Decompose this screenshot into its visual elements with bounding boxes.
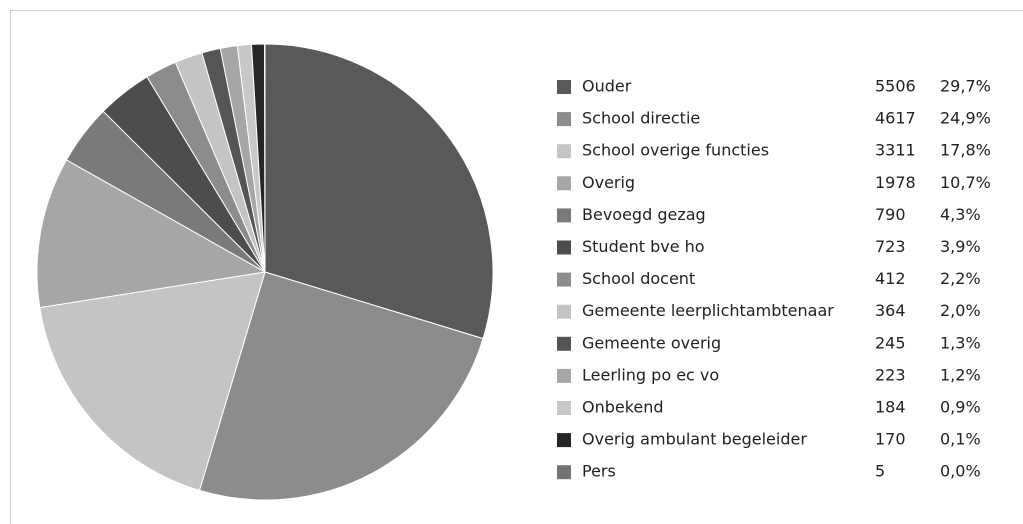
legend-label: School docent xyxy=(582,269,695,288)
legend-percent: 2,2% xyxy=(940,269,981,288)
legend-count: 790 xyxy=(875,205,906,224)
pie-slice xyxy=(264,43,494,340)
legend-count: 4617 xyxy=(875,109,916,128)
legend-swatch xyxy=(557,336,571,351)
legend-swatch xyxy=(557,433,571,448)
legend-percent: 1,3% xyxy=(940,333,981,352)
legend-swatch xyxy=(557,272,571,287)
legend-count: 184 xyxy=(875,398,906,417)
legend-count: 170 xyxy=(875,430,906,449)
legend-label: Onbekend xyxy=(582,398,664,417)
legend-percent: 1,2% xyxy=(940,365,981,384)
legend-percent: 2,0% xyxy=(940,301,981,320)
legend-count: 412 xyxy=(875,269,906,288)
pie-slice xyxy=(198,271,484,501)
legend-count: 245 xyxy=(875,333,906,352)
legend-swatch xyxy=(557,176,571,191)
legend-label: Student bve ho xyxy=(582,237,705,256)
legend-count: 5506 xyxy=(875,77,916,96)
legend-percent: 10,7% xyxy=(940,173,991,192)
legend-label: Overig xyxy=(582,173,635,192)
legend-label: Pers xyxy=(582,462,616,481)
legend-swatch xyxy=(557,208,571,223)
legend-percent: 0,0% xyxy=(940,462,981,481)
pie-slice xyxy=(39,271,266,492)
legend-swatch xyxy=(557,144,571,159)
pie-slice xyxy=(36,159,267,309)
legend-count: 723 xyxy=(875,237,906,256)
legend-swatch xyxy=(557,240,571,255)
legend-percent: 0,1% xyxy=(940,430,981,449)
legend-label: School overige functies xyxy=(582,141,769,160)
legend-count: 1978 xyxy=(875,173,916,192)
legend-count: 364 xyxy=(875,301,906,320)
legend-swatch xyxy=(557,304,571,319)
legend-label: Overig ambulant begeleider xyxy=(582,430,807,449)
legend-count: 3311 xyxy=(875,141,916,160)
legend-label: Bevoegd gezag xyxy=(582,205,706,224)
legend-label: Leerling po ec vo xyxy=(582,365,719,384)
legend-label: Ouder xyxy=(582,77,632,96)
legend-swatch xyxy=(557,112,571,127)
legend-swatch xyxy=(557,465,571,480)
legend-label: Gemeente leerplichtambtenaar xyxy=(582,301,834,320)
legend-swatch xyxy=(557,368,571,383)
legend-percent: 4,3% xyxy=(940,205,981,224)
legend-label: School directie xyxy=(582,109,700,128)
legend-percent: 24,9% xyxy=(940,109,991,128)
legend-percent: 3,9% xyxy=(940,237,981,256)
legend-swatch xyxy=(557,401,571,415)
legend-label: Gemeente overig xyxy=(582,333,721,352)
legend-count: 223 xyxy=(875,365,906,384)
legend-percent: 17,8% xyxy=(940,141,991,160)
legend-percent: 0,9% xyxy=(940,398,981,417)
legend-count: 5 xyxy=(875,462,885,481)
legend-swatch xyxy=(557,80,571,94)
legend-percent: 29,7% xyxy=(940,77,991,96)
